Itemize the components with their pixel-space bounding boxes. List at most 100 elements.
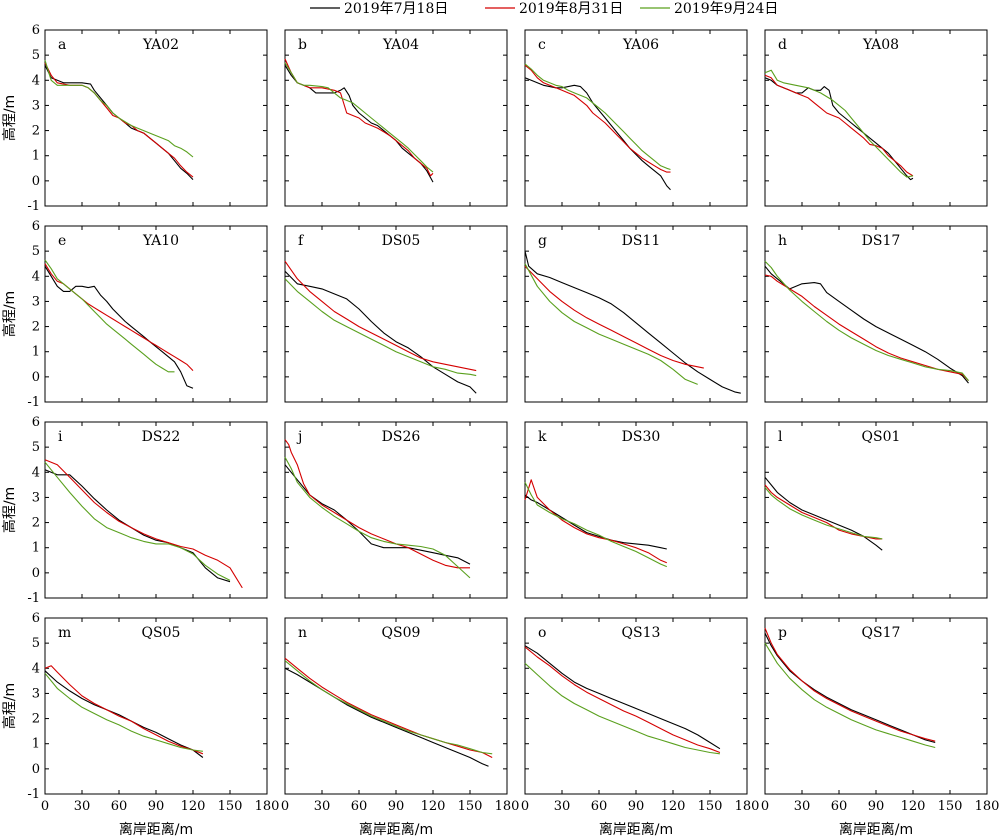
series-line-1 — [284, 64, 434, 183]
panel-letter: m — [58, 625, 71, 641]
series-line-2 — [44, 62, 194, 178]
y-tick-label: 2 — [32, 124, 40, 139]
y-tick-label: 3 — [32, 686, 40, 701]
x-tick-label: 30 — [794, 799, 811, 814]
x-tick-label: 60 — [831, 799, 848, 814]
x-axis-label: 离岸距离/m — [839, 821, 913, 838]
panel-frame — [764, 29, 988, 207]
panel-frame — [44, 421, 268, 599]
y-tick-label: 2 — [32, 516, 40, 531]
legend-label: 2019年8月31日 — [519, 1, 623, 17]
x-tick-label: 120 — [661, 799, 686, 814]
series-line-1 — [524, 494, 667, 550]
legend-label: 2019年9月24日 — [674, 1, 778, 17]
y-tick-label: 5 — [32, 440, 40, 455]
x-tick-label: 90 — [148, 799, 165, 814]
y-tick-label: 2 — [32, 320, 40, 335]
series-line-1 — [284, 270, 477, 394]
series-line-1 — [44, 64, 194, 180]
y-tick-label: 1 — [32, 149, 40, 164]
x-tick-label: 120 — [901, 799, 926, 814]
panel-title: DS22 — [142, 429, 181, 445]
x-axis-label: 离岸距离/m — [599, 821, 673, 838]
series-line-2 — [284, 657, 493, 758]
y-tick-label: 4 — [32, 465, 40, 480]
panel-YA10: -1 0 1 2 3 4 5 6 e YA10 — [27, 219, 268, 410]
y-tick-label: 6 — [32, 219, 40, 234]
x-tick-label: 180 — [735, 799, 760, 814]
series-line-2 — [284, 58, 434, 177]
series-line-2 — [764, 484, 883, 540]
panel-letter: a — [58, 37, 66, 53]
panel-title: QS05 — [142, 625, 181, 641]
x-tick-label: 180 — [255, 799, 280, 814]
panel-title: DS05 — [382, 233, 421, 249]
series-line-3 — [44, 672, 203, 752]
panel-letter: d — [778, 37, 787, 53]
series-line-2 — [44, 665, 204, 755]
series-line-1 — [284, 464, 471, 565]
panel-frame — [44, 29, 268, 207]
panel-title: DS11 — [622, 233, 661, 249]
series-line-1 — [764, 476, 883, 551]
panel-letter: c — [538, 37, 546, 53]
y-tick-label: 0 — [32, 566, 40, 581]
y-tick-label: 4 — [32, 269, 40, 284]
panel-letter: h — [778, 233, 787, 249]
axis-titles: 离岸距离/m 离岸距离/m 离岸距离/m 离岸距离/m 高程/m 高程/m 高程/m 高程/m — [1, 95, 913, 838]
series-line-3 — [44, 461, 231, 581]
series-line-3 — [524, 63, 671, 171]
panel-letter: f — [298, 233, 305, 249]
y-tick-label: -1 — [27, 199, 40, 214]
y-tick-label: 3 — [32, 490, 40, 505]
y-axis-label: 高程/m — [1, 487, 18, 533]
series-line-2 — [764, 274, 969, 381]
panel-frame — [524, 29, 748, 207]
y-tick-label: 2 — [32, 712, 40, 727]
series-line-3 — [764, 487, 883, 540]
panel-YA04: b YA04 — [284, 29, 508, 207]
series-line-2 — [524, 64, 671, 173]
series-line-2 — [524, 646, 721, 754]
legend-entry: 2019年7月18日 — [310, 1, 448, 17]
series-line-3 — [524, 662, 720, 755]
legend: 2019年7月18日 2019年8月31日 2019年9月24日 — [310, 1, 778, 17]
x-tick-label: 90 — [868, 799, 885, 814]
panel-title: DS30 — [622, 429, 661, 445]
x-tick-label: 90 — [388, 799, 405, 814]
panel-YA06: c YA06 — [524, 29, 748, 207]
series-line-3 — [44, 259, 175, 373]
y-tick-label: 5 — [32, 244, 40, 259]
panel-DS26: j DS26 — [284, 421, 508, 599]
y-tick-label: 4 — [32, 661, 40, 676]
y-tick-label: -1 — [27, 395, 40, 410]
panel-letter: n — [298, 625, 307, 641]
x-tick-label: 0 — [761, 799, 769, 814]
series-line-1 — [764, 632, 936, 744]
x-tick-label: 60 — [591, 799, 608, 814]
y-tick-label: -1 — [27, 787, 40, 802]
x-tick-label: 90 — [628, 799, 645, 814]
series-line-3 — [764, 642, 936, 749]
y-tick-label: 1 — [32, 737, 40, 752]
legend-label: 2019年7月18日 — [344, 1, 448, 17]
panel-title: QS09 — [382, 625, 421, 641]
series-line-3 — [284, 62, 434, 173]
x-tick-label: 150 — [938, 799, 963, 814]
y-tick-label: 5 — [32, 48, 40, 63]
panel-frame — [524, 617, 748, 795]
panel-title: YA10 — [142, 233, 179, 249]
x-tick-label: 150 — [458, 799, 483, 814]
y-tick-label: 3 — [32, 98, 40, 113]
y-tick-label: 6 — [32, 611, 40, 626]
series-line-2 — [44, 459, 243, 589]
panel-title: DS17 — [862, 233, 901, 249]
panel-DS30: k DS30 — [524, 421, 748, 599]
series-line-1 — [524, 77, 671, 191]
panel-letter: o — [538, 625, 546, 641]
panel-title: QS17 — [862, 625, 901, 641]
panel-frame — [524, 421, 748, 599]
series-line-3 — [764, 260, 969, 381]
